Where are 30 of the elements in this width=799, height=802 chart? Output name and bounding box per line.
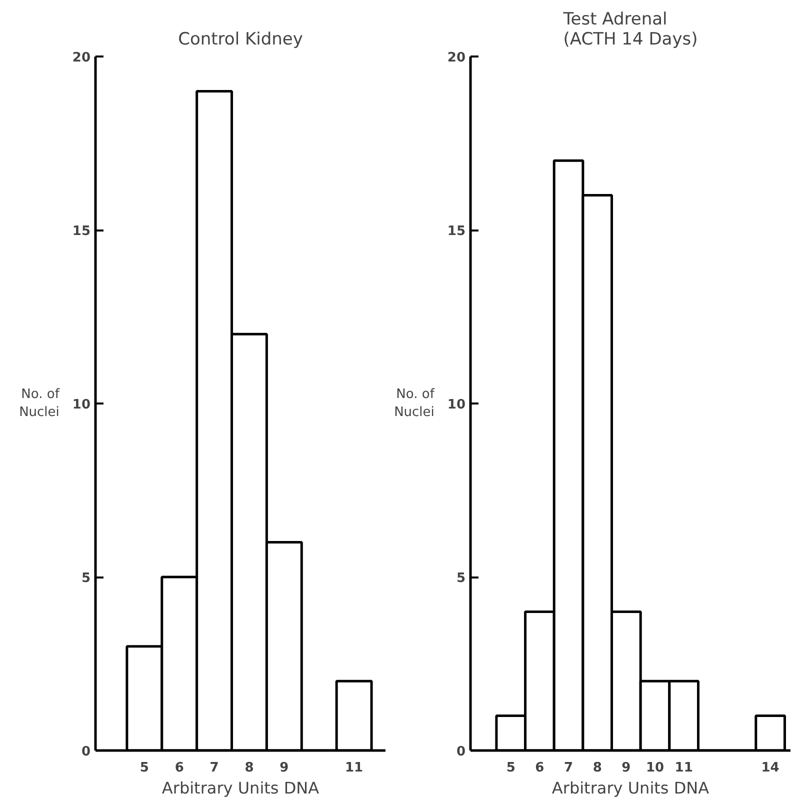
x-tick-label: 7 — [210, 760, 219, 776]
x-tick-label: 9 — [280, 760, 289, 776]
x-tick-label: 10 — [646, 760, 664, 776]
y-tick-label: 0 — [81, 744, 90, 760]
y-axis-title: No. of Nuclei — [19, 387, 60, 420]
x-tick-label: 6 — [174, 760, 184, 776]
y-tick-label: 20 — [447, 50, 466, 66]
y-axis-title: No. of Nuclei — [394, 387, 435, 420]
x-tick-label: 5 — [140, 760, 149, 776]
y-tick-label: 0 — [456, 744, 466, 760]
x-tick-label: 8 — [244, 760, 254, 776]
y-tick-label: 5 — [456, 571, 466, 586]
x-tick-label: 11 — [674, 760, 693, 776]
x-tick-label: 14 — [761, 760, 780, 776]
x-tick-label: 8 — [592, 760, 602, 776]
x-axis-title: Arbitrary Units DNA — [162, 778, 320, 798]
y-tick-label: 10 — [447, 398, 466, 412]
y-tick-label: 5 — [81, 571, 90, 586]
y-tick-label: 20 — [72, 50, 91, 66]
x-tick-label: 11 — [345, 760, 364, 776]
x-tick-label: 7 — [564, 760, 574, 776]
chart-title: Control Kidney — [178, 30, 303, 50]
y-tick-label: 10 — [72, 398, 91, 412]
x-tick-label: 5 — [506, 760, 516, 776]
chart-title: Test Adrenal (ACTH 14 Days) — [562, 10, 698, 50]
y-tick-label: 15 — [447, 224, 466, 239]
x-axis-title: Arbitrary Units DNA — [552, 778, 710, 798]
x-tick-label: 9 — [622, 760, 631, 776]
x-tick-label: 6 — [535, 760, 544, 776]
y-tick-label: 15 — [72, 224, 91, 239]
